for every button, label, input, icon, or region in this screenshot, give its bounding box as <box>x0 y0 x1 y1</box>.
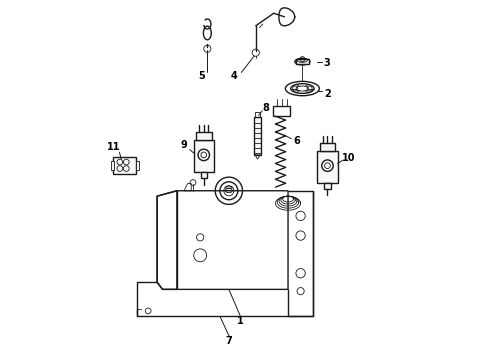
Bar <box>319 143 335 150</box>
Text: 11: 11 <box>107 142 121 152</box>
Bar <box>136 161 139 170</box>
Text: 2: 2 <box>324 89 331 99</box>
Bar <box>318 150 338 183</box>
Text: 10: 10 <box>342 153 356 163</box>
Bar <box>255 112 260 117</box>
Bar <box>113 157 136 174</box>
Bar <box>254 117 261 155</box>
Text: 1: 1 <box>237 316 244 325</box>
Bar <box>194 140 214 172</box>
Text: 9: 9 <box>181 140 187 150</box>
Text: 3: 3 <box>323 58 330 68</box>
Text: 8: 8 <box>262 103 269 113</box>
Text: 7: 7 <box>226 336 233 346</box>
Bar <box>200 172 207 178</box>
Bar <box>111 161 114 170</box>
Bar <box>324 183 331 189</box>
Text: 5: 5 <box>198 71 205 81</box>
Bar <box>296 59 309 64</box>
Text: 4: 4 <box>230 71 237 81</box>
Text: 6: 6 <box>294 136 300 146</box>
Bar <box>196 132 212 140</box>
